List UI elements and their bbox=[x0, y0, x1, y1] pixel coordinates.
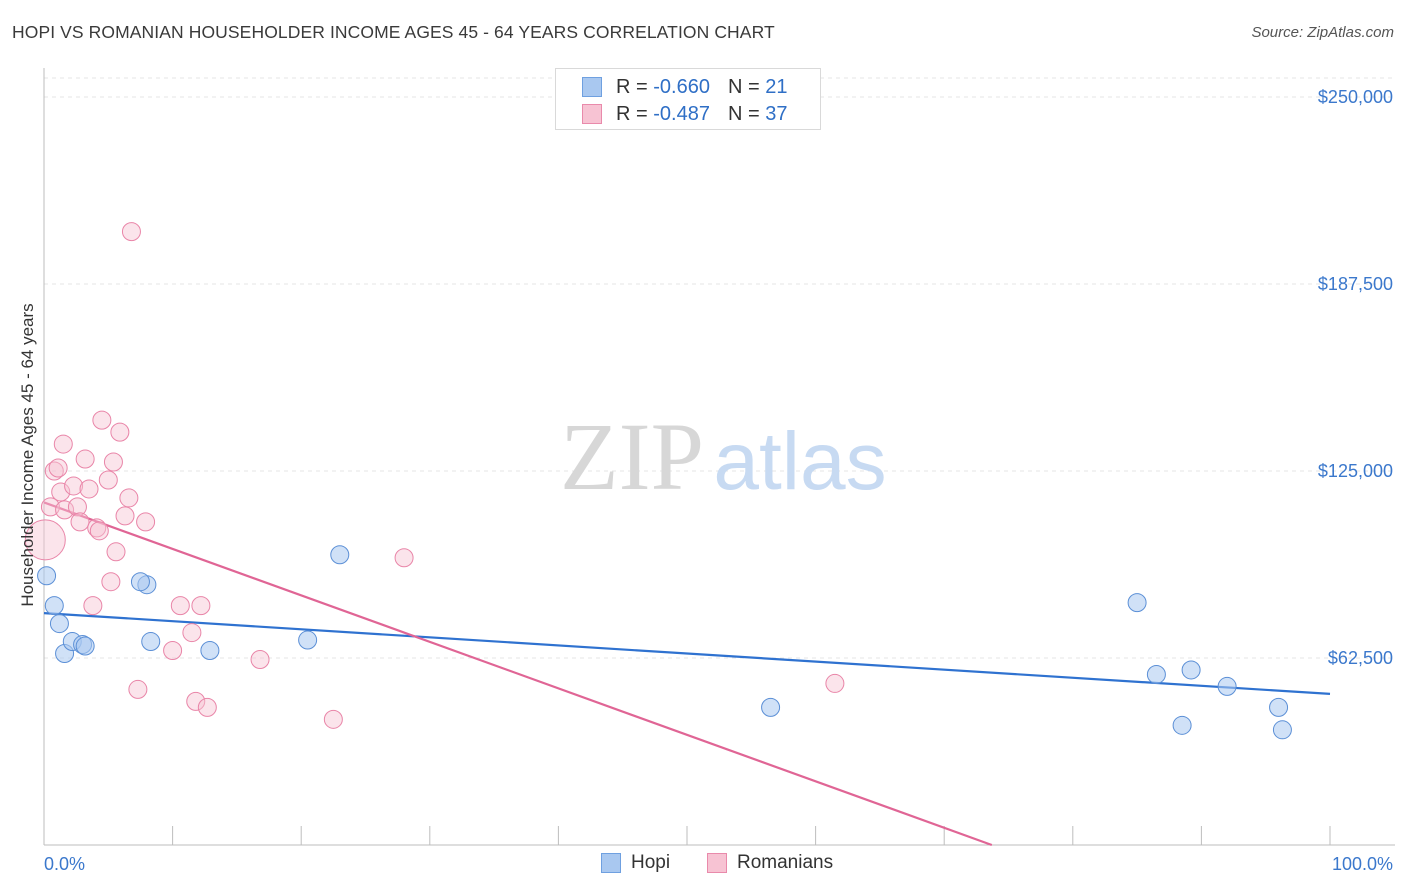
n-value: 21 bbox=[765, 75, 788, 98]
n-label: N = bbox=[727, 75, 760, 98]
r-value: -0.487 bbox=[653, 102, 710, 125]
watermark: ZIP atlas bbox=[560, 403, 887, 510]
data-points bbox=[24, 222, 1292, 740]
romanians-legend-swatch bbox=[707, 853, 727, 873]
watermark-atlas: atlas bbox=[713, 416, 886, 507]
legend-item-romanians: Romanians bbox=[707, 852, 833, 874]
y-axis-label: Householder Income Ages 45 - 64 years bbox=[18, 303, 37, 607]
romanian-point bbox=[163, 641, 183, 661]
legend-row-hopi: R = -0.660 N = 21 bbox=[582, 73, 787, 101]
trend-lines bbox=[43, 501, 1331, 847]
romanian-point bbox=[128, 679, 148, 699]
romanians-swatch bbox=[582, 104, 602, 124]
r-value: -0.660 bbox=[653, 75, 710, 98]
romanians-trend-line bbox=[43, 501, 993, 847]
hopi-point bbox=[1172, 715, 1192, 735]
romanian-point bbox=[40, 497, 60, 517]
series-legend: Hopi Romanians bbox=[0, 850, 1406, 878]
romanian-point bbox=[323, 709, 343, 729]
hopi-point bbox=[1146, 664, 1166, 684]
hopi-point bbox=[130, 572, 150, 592]
romanian-point bbox=[191, 596, 211, 616]
source-label: Source: ZipAtlas.com bbox=[1251, 24, 1394, 41]
n-value: 37 bbox=[765, 102, 788, 125]
tick-labels: $62,500 $125,000 $187,500 $250,000 0.0% 100.0… bbox=[44, 87, 1393, 874]
romanian-point bbox=[394, 548, 414, 568]
hopi-trend-line bbox=[43, 612, 1331, 696]
romanian-point bbox=[101, 572, 121, 592]
hopi-swatch bbox=[582, 77, 602, 97]
y-tick-label: $250,000 bbox=[1318, 87, 1393, 107]
y-tick-label: $125,000 bbox=[1318, 461, 1393, 481]
grid-lines bbox=[44, 77, 1395, 659]
romanian-point bbox=[136, 512, 156, 532]
romanian-point bbox=[182, 623, 202, 643]
romanian-point bbox=[24, 519, 66, 561]
romanian-point bbox=[110, 422, 130, 442]
romanian-point bbox=[64, 476, 84, 496]
hopi-point bbox=[49, 614, 69, 634]
romanian-point bbox=[75, 449, 95, 469]
hopi-point bbox=[761, 697, 781, 717]
romanian-point bbox=[83, 596, 103, 616]
hopi-point bbox=[37, 566, 57, 586]
hopi-point bbox=[1127, 593, 1147, 613]
romanian-point bbox=[87, 518, 107, 538]
hopi-point bbox=[44, 596, 64, 616]
hopi-legend-swatch bbox=[601, 853, 621, 873]
romanian-point bbox=[53, 434, 73, 454]
hopi-point bbox=[75, 636, 95, 656]
y-tick-label: $62,500 bbox=[1328, 648, 1393, 668]
romanian-point bbox=[92, 410, 112, 430]
romanian-point bbox=[51, 482, 71, 502]
romanian-point bbox=[98, 470, 118, 490]
romanian-point bbox=[70, 512, 90, 532]
stats-legend: R = -0.660 N = 21 R = -0.487 N = 37 bbox=[555, 68, 821, 130]
hopi-point bbox=[200, 641, 220, 661]
romanian-point bbox=[825, 673, 845, 693]
n-label: N = bbox=[727, 102, 760, 125]
x-tick-label: 0.0% bbox=[44, 854, 85, 874]
romanian-point bbox=[170, 596, 190, 616]
romanian-point bbox=[44, 461, 64, 481]
r-label: R = bbox=[616, 102, 648, 125]
hopi-point bbox=[1217, 676, 1237, 696]
legend-label-hopi: Hopi bbox=[631, 852, 671, 873]
hopi-point bbox=[1272, 720, 1292, 740]
watermark-zip: ZIP bbox=[560, 403, 704, 510]
hopi-point bbox=[330, 545, 350, 565]
romanian-point bbox=[89, 521, 109, 541]
romanian-point bbox=[55, 500, 75, 520]
romanian-point bbox=[115, 506, 135, 526]
romanian-point bbox=[119, 488, 139, 508]
x-tick-label: 100.0% bbox=[1332, 854, 1393, 874]
chart-title: HOPI VS ROMANIAN HOUSEHOLDER INCOME AGES… bbox=[12, 22, 775, 42]
hopi-point bbox=[1181, 660, 1201, 680]
legend-label-romanians: Romanians bbox=[737, 852, 834, 873]
axes bbox=[43, 68, 1395, 846]
hopi-point bbox=[1269, 697, 1289, 717]
romanian-point bbox=[250, 649, 270, 669]
r-label: R = bbox=[616, 75, 648, 98]
romanian-point bbox=[48, 458, 68, 478]
hopi-point bbox=[298, 630, 318, 650]
romanian-point bbox=[79, 479, 99, 499]
romanian-point bbox=[121, 222, 141, 242]
legend-row-romanians: R = -0.487 N = 37 bbox=[582, 100, 787, 128]
legend-item-hopi: Hopi bbox=[601, 852, 670, 874]
romanian-point bbox=[197, 697, 217, 717]
y-tick-label: $187,500 bbox=[1318, 274, 1393, 294]
hopi-point bbox=[141, 632, 161, 652]
romanian-point bbox=[186, 691, 206, 711]
romanian-point bbox=[103, 452, 123, 472]
romanian-point bbox=[106, 542, 126, 562]
romanian-point bbox=[67, 497, 87, 517]
